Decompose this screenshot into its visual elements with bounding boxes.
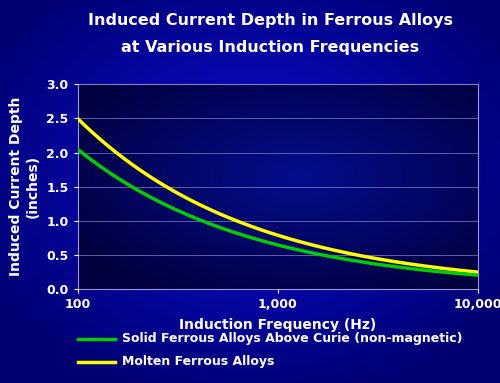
Text: Solid Ferrous Alloys Above Curie (non-magnetic): Solid Ferrous Alloys Above Curie (non-ma…: [122, 332, 463, 345]
Text: Molten Ferrous Alloys: Molten Ferrous Alloys: [122, 355, 275, 368]
Y-axis label: Induced Current Depth
(inches): Induced Current Depth (inches): [9, 97, 40, 277]
Text: at Various Induction Frequencies: at Various Induction Frequencies: [121, 40, 419, 55]
Text: Induced Current Depth in Ferrous Alloys: Induced Current Depth in Ferrous Alloys: [88, 13, 452, 28]
X-axis label: Induction Frequency (Hz): Induction Frequency (Hz): [179, 318, 376, 332]
